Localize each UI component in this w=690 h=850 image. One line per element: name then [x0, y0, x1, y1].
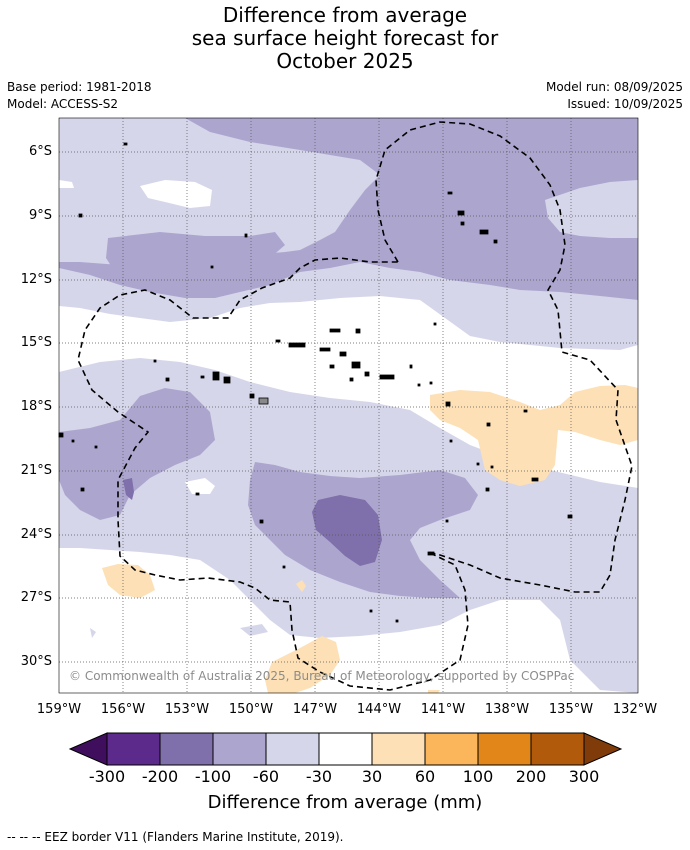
map-title: Difference from average sea surface heig…: [0, 4, 690, 73]
lat-label: 27°S: [20, 590, 52, 605]
title-line-3: October 2025: [276, 49, 414, 73]
model-name: Model: ACCESS-S2: [7, 97, 119, 111]
anomaly-region-north-white-patch: [140, 180, 212, 208]
anomaly-region-north-light-patch: [545, 180, 638, 238]
colorbar-extend-high: [583, 732, 623, 766]
colorbar-tick: -300: [88, 767, 126, 786]
eez-border-north: [77, 121, 633, 691]
colorbar-bin: [106, 732, 161, 766]
colorbar-tick: -60: [252, 767, 280, 786]
anomaly-region-positive-south: [265, 636, 340, 693]
anomaly-region-dark-core: [312, 495, 382, 566]
lat-label: 21°S: [20, 463, 52, 478]
lat-label: 18°S: [20, 399, 52, 414]
lon-label: 150°W: [228, 702, 274, 717]
lon-label: 132°W: [612, 702, 658, 717]
lon-label: 147°W: [292, 702, 338, 717]
anomaly-region-positive-east: [430, 385, 638, 486]
base-period: Base period: 1981-2018: [7, 80, 152, 94]
colorbar-tick: 300: [568, 767, 600, 786]
lon-label: 135°W: [548, 702, 594, 717]
colorbar-bin: [477, 732, 532, 766]
meta-left: Base period: 1981-2018 Model: ACCESS-S2: [7, 79, 152, 113]
lon-label: 159°W: [36, 702, 82, 717]
colorbar-bin: [530, 732, 585, 766]
lat-label: 30°S: [20, 654, 52, 669]
lon-label: 153°W: [164, 702, 210, 717]
title-line-2: sea surface height forecast for: [191, 26, 499, 50]
anomaly-region-south-medium: [59, 388, 215, 520]
colorbar-bin: [159, 732, 214, 766]
lat-label: 24°S: [20, 527, 52, 542]
anomaly-region-dark-west: [123, 478, 134, 500]
anomaly-field: [59, 118, 638, 693]
anomaly-region-north-medium: [59, 118, 638, 300]
anomaly-region-southwest-light-2: [90, 628, 96, 638]
anomaly-region-south-white-patch: [185, 478, 215, 494]
eez-footnote: -- -- -- EEZ border V11 (Flanders Marine…: [7, 830, 344, 844]
colorbar-tick: -30: [305, 767, 333, 786]
lat-label: 6°S: [28, 144, 52, 159]
colorbar-tick: -200: [141, 767, 179, 786]
lon-label: 138°W: [484, 702, 530, 717]
copyright-notice: © Commonwealth of Australia 2025, Bureau…: [69, 669, 575, 683]
eez-borders: [77, 121, 633, 691]
colorbar-tick: 100: [462, 767, 494, 786]
colorbar-extend-low: [68, 732, 108, 766]
lat-label: 9°S: [28, 208, 52, 223]
anomaly-region-positive-small: [296, 580, 306, 592]
colorbar-tick: 60: [414, 767, 436, 786]
colorbar-tick: 200: [515, 767, 547, 786]
lat-label: 15°S: [20, 335, 52, 350]
issued-date: Issued: 10/09/2025: [567, 97, 683, 111]
colorbar-tick: 30: [361, 767, 383, 786]
title-line-1: Difference from average: [222, 3, 468, 27]
graticule: [59, 118, 638, 693]
colorbar-bin: [424, 732, 479, 766]
colorbar: [68, 732, 623, 766]
anomaly-region-positive-tiny: [428, 690, 440, 693]
colorbar-bin: [212, 732, 267, 766]
meta-right: Model run: 08/09/2025 Issued: 10/09/2025: [546, 79, 683, 113]
anomaly-region-north-medium-west: [106, 232, 285, 278]
anomaly-region-southwest-light: [240, 624, 268, 636]
colorbar-bin: [265, 732, 320, 766]
colorbar-bin: [371, 732, 426, 766]
colorbar-tick: -100: [194, 767, 232, 786]
lon-label: 156°W: [100, 702, 146, 717]
lat-label: 12°S: [20, 272, 52, 287]
lon-label: 141°W: [420, 702, 466, 717]
islands: [58, 142, 573, 623]
colorbar-bin: [318, 732, 373, 766]
model-run: Model run: 08/09/2025: [545, 80, 683, 94]
map-frame: [58, 117, 639, 694]
colorbar-title: Difference from average (mm): [207, 792, 483, 813]
lon-label: 144°W: [356, 702, 402, 717]
anomaly-region-north-west-patch: [59, 180, 74, 188]
